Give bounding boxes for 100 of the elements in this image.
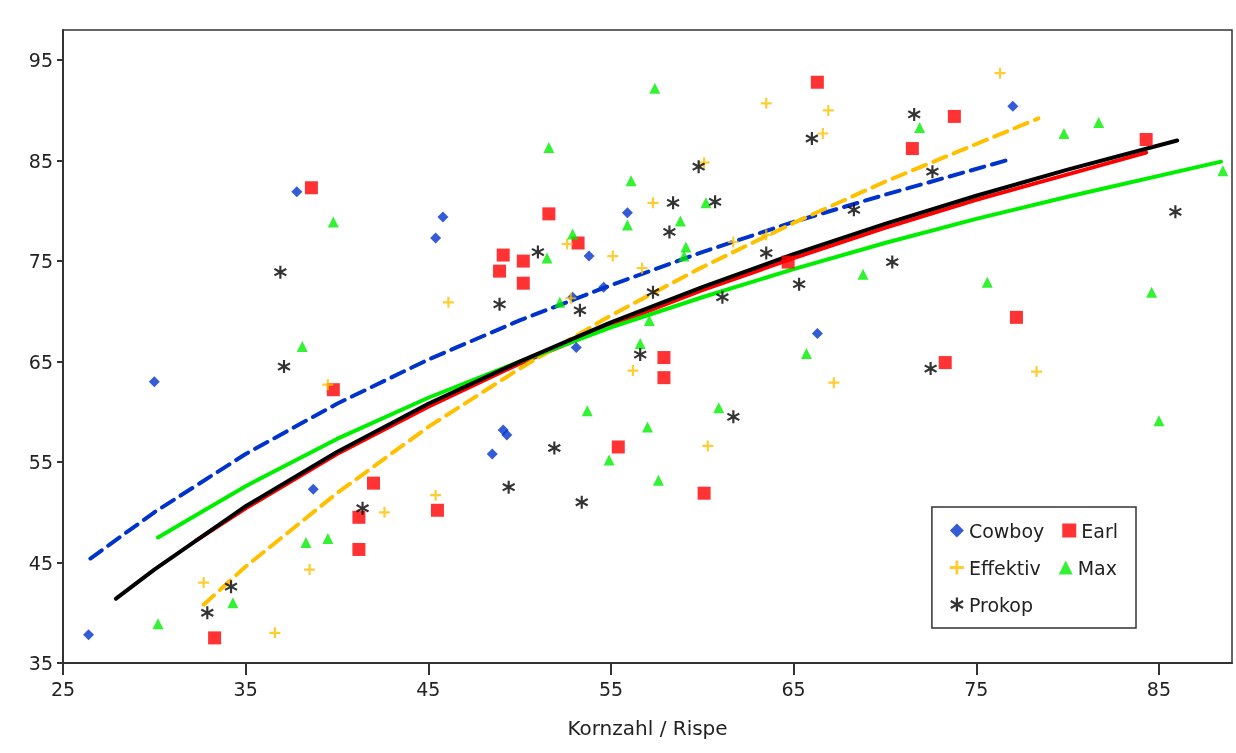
point: [611, 440, 625, 454]
point: [543, 142, 555, 154]
point: [702, 440, 714, 452]
point: [680, 241, 692, 253]
point: [603, 454, 615, 466]
x-tick-label: 85: [1146, 677, 1172, 700]
point: [531, 245, 545, 259]
point: [291, 186, 303, 198]
legend-label: Effektiv: [968, 556, 1041, 579]
x-tick-label: 45: [416, 677, 441, 700]
point: [148, 376, 160, 388]
y-tick-label: 35: [28, 652, 53, 674]
point: [649, 82, 661, 94]
point: [486, 448, 498, 460]
point: [277, 360, 291, 374]
point: [760, 229, 772, 241]
point: [547, 441, 561, 455]
point: [885, 255, 899, 269]
point: [692, 160, 706, 174]
point: [708, 195, 722, 209]
point: [496, 248, 510, 262]
point: [198, 577, 210, 589]
y-tick-label: 55: [28, 451, 53, 474]
point: [273, 265, 287, 279]
point: [713, 402, 725, 414]
point: [83, 629, 95, 641]
point: [925, 165, 939, 179]
point: [634, 337, 646, 349]
point: [666, 196, 680, 210]
point: [700, 197, 712, 209]
y-tick-label: 95: [28, 49, 53, 72]
point: [1217, 165, 1229, 177]
point: [378, 506, 390, 518]
point: [516, 276, 530, 290]
point: [1007, 100, 1019, 112]
legend-label: Prokop: [968, 593, 1034, 616]
point: [516, 254, 530, 268]
point: [541, 252, 553, 264]
point: [792, 277, 806, 291]
point: [322, 532, 334, 544]
point: [994, 67, 1006, 79]
point: [657, 351, 671, 365]
point: [300, 536, 312, 548]
point: [581, 405, 593, 417]
point: [822, 104, 834, 116]
point: [647, 197, 659, 209]
point: [575, 495, 589, 509]
point: [561, 238, 573, 250]
y-tick-label: 65: [28, 350, 53, 373]
point: [678, 250, 690, 262]
point: [208, 631, 222, 645]
point: [307, 483, 319, 495]
legend-label: Max: [1077, 556, 1117, 579]
x-axis-title: Kornzahl / Rispe: [567, 716, 728, 740]
point: [1146, 286, 1158, 298]
point: [442, 296, 454, 308]
point: [1058, 127, 1070, 139]
x-tick-label: 75: [964, 677, 989, 700]
point: [633, 348, 647, 362]
point: [924, 362, 938, 376]
point: [914, 121, 926, 133]
point: [781, 255, 795, 269]
point: [621, 207, 633, 219]
point: [430, 489, 442, 501]
point: [662, 225, 676, 239]
point: [502, 480, 516, 494]
point: [652, 474, 664, 486]
point: [1153, 415, 1165, 427]
point: [352, 510, 366, 524]
y-tick-label: 85: [28, 149, 53, 172]
point: [810, 75, 824, 89]
legend-label: Cowboy: [968, 519, 1045, 542]
point: [570, 342, 582, 353]
point: [327, 216, 339, 228]
point: [296, 341, 308, 352]
point: [607, 250, 619, 262]
point: [817, 127, 829, 139]
point: [981, 276, 993, 288]
point: [152, 618, 164, 630]
x-tick-label: 55: [598, 677, 624, 700]
point: [857, 268, 869, 280]
point: [657, 371, 671, 385]
point: [621, 219, 633, 231]
point: [269, 627, 281, 639]
point: [905, 142, 919, 156]
point: [627, 365, 639, 377]
point: [554, 296, 566, 308]
point: [805, 132, 819, 146]
point: [646, 285, 660, 299]
point: [760, 97, 772, 109]
point: [571, 236, 585, 250]
point: [567, 228, 579, 240]
x-tick-label: 35: [233, 677, 258, 700]
point: [573, 303, 587, 317]
point: [352, 542, 366, 556]
point: [642, 421, 653, 433]
point: [727, 236, 739, 248]
point: [1031, 366, 1043, 378]
point: [437, 211, 449, 223]
point: [1009, 310, 1023, 324]
